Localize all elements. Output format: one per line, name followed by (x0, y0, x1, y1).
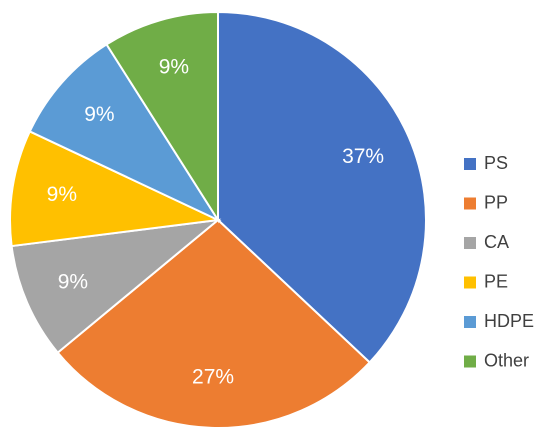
pie-slice (105, 10, 219, 224)
data-label: 37% (342, 145, 384, 168)
data-label: 9% (159, 56, 189, 79)
legend-swatch (464, 316, 476, 328)
legend-label: HDPE (484, 311, 534, 331)
pie-slice (217, 10, 427, 364)
legend-swatch (464, 276, 476, 289)
legend-label: PE (484, 271, 508, 291)
legend-label: PP (484, 192, 508, 212)
legend-swatch (464, 237, 476, 249)
legend-label: Other (484, 350, 529, 370)
pie-slice (28, 42, 221, 223)
legend-swatch (464, 197, 476, 210)
pie-slice (10, 218, 222, 354)
data-label: 27% (192, 366, 234, 389)
legend-swatch (464, 355, 476, 368)
legend-swatch (464, 158, 476, 170)
data-label: 9% (58, 270, 88, 293)
legend-label: PS (484, 153, 508, 173)
data-label: 9% (47, 183, 77, 206)
legend-label: CA (484, 232, 509, 252)
data-label: 9% (84, 103, 114, 126)
pie-slice (56, 218, 372, 429)
pie-slice (9, 130, 222, 248)
